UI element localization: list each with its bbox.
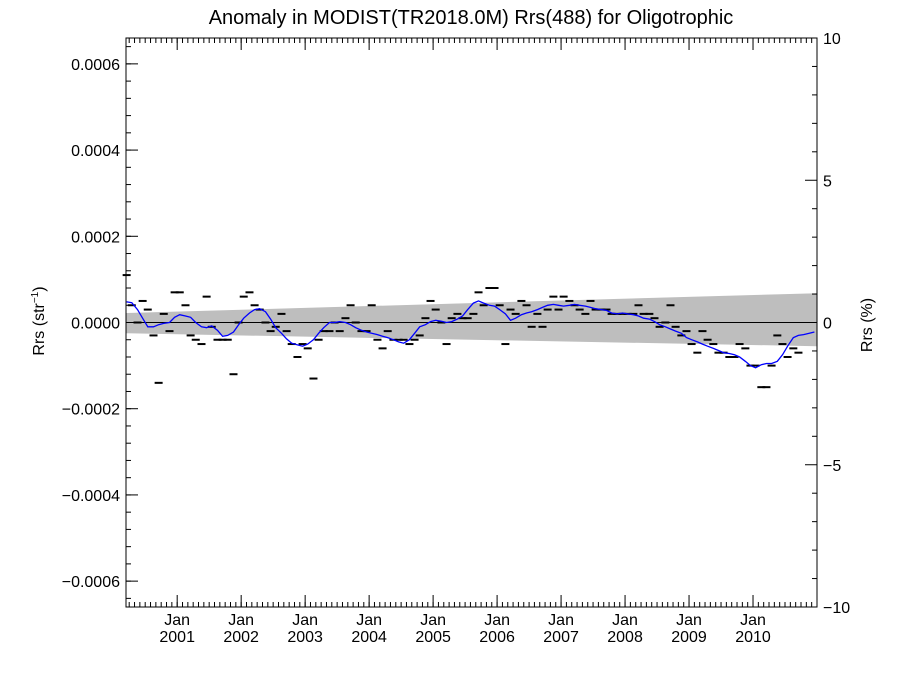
x-tick-month-7: Jan [612,612,638,629]
data-points-layer [122,274,803,389]
y-tick-label-3: 0.0000 [71,316,120,333]
y-axis-label-sup: −1 [30,291,41,303]
x-tick-year-2: 2003 [287,629,323,646]
y2-axis-label: Rrs (%) [859,298,876,352]
y2-tick-label-1: 5 [823,173,832,190]
x-tick-year-7: 2008 [607,629,643,646]
x-tick-month-5: Jan [484,612,510,629]
uncertainty-band-layer [126,293,817,347]
x-tick-month-4: Jan [420,612,446,629]
y2-tick-label-3: −5 [823,458,841,475]
y2-tick-label-0: 10 [823,31,841,48]
x-tick-year-6: 2007 [543,629,579,646]
y-tick-label-2: 0.0002 [71,229,120,246]
y-axis-label-close: ) [31,286,48,291]
x-tick-month-6: Jan [548,612,574,629]
y-tick-label-1: 0.0004 [71,143,120,160]
x-tick-year-3: 2004 [351,629,387,646]
x-axis-ticks: Jan2001Jan2002Jan2003Jan2004Jan2005Jan20… [128,38,818,646]
x-tick-year-1: 2002 [223,629,259,646]
y2-tick-label-2: 0 [823,316,832,333]
x-tick-year-4: 2005 [415,629,451,646]
x-tick-month-1: Jan [228,612,254,629]
smooth-line-layer [126,300,815,369]
x-tick-year-8: 2009 [671,629,707,646]
y-tick-label-0: 0.0006 [71,57,120,74]
x-tick-year-0: 2001 [159,629,195,646]
uncertainty-band [126,293,817,347]
x-tick-year-9: 2010 [735,629,771,646]
y-tick-label-6: −0.0006 [62,574,120,591]
x-tick-month-9: Jan [740,612,766,629]
y-tick-label-5: −0.0004 [62,488,120,505]
x-tick-month-0: Jan [164,612,190,629]
smooth-series-line [126,300,815,369]
y2-axis-ticks: 10 5 0 −5 −10 [805,31,850,617]
x-tick-month-3: Jan [356,612,382,629]
chart-title: Anomaly in MODIST(TR2018.0M) Rrs(488) fo… [209,7,734,29]
x-tick-month-8: Jan [676,612,702,629]
x-tick-month-2: Jan [292,612,318,629]
y-tick-label-4: −0.0002 [62,402,120,419]
y-axis-label: Rrs (str−1) [30,286,48,355]
y2-tick-label-4: −10 [823,600,850,617]
y-axis-label-main: Rrs (str [31,302,48,355]
x-tick-year-5: 2006 [479,629,515,646]
y-axis-ticks: 0.0006 0.0004 0.0002 0.0000 −0.0002 −0.0004 −0… [62,46,138,599]
